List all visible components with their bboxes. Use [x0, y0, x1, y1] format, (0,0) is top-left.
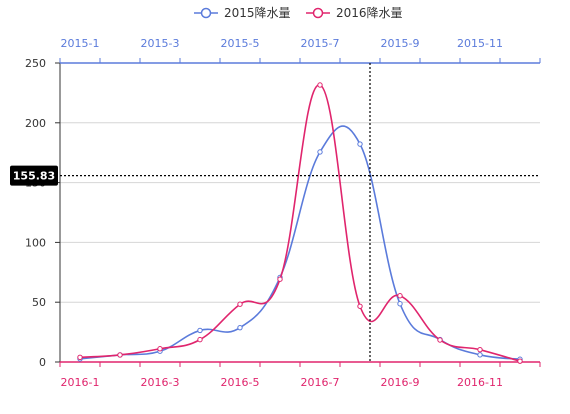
data-point — [397, 301, 403, 307]
legend-marker-icon — [312, 7, 324, 19]
y-tick-label: 50 — [32, 296, 46, 309]
x-bottom-tick-label: 2016-5 — [221, 376, 260, 389]
series-line-2 — [79, 84, 521, 362]
x-bottom-tick-label: 2016-9 — [381, 376, 420, 389]
x-top-tick-label: 2015-7 — [301, 37, 340, 50]
data-point — [237, 301, 243, 307]
data-point — [237, 324, 243, 331]
x-bottom-tick-label: 2016-3 — [141, 376, 180, 389]
data-point — [477, 352, 483, 358]
legend-label: 2016降水量 — [336, 6, 403, 20]
x-bottom-tick-label: 2016-11 — [457, 376, 503, 389]
y-tick-label: 250 — [25, 57, 46, 70]
x-bottom-tick-label: 2016-7 — [301, 376, 340, 389]
x-top-tick-label: 2015-9 — [381, 37, 420, 50]
grid-lines — [60, 62, 540, 303]
x-top-tick-label: 2015-5 — [221, 37, 260, 50]
data-point — [117, 352, 123, 358]
x-top-tick-label: 2015-11 — [457, 37, 503, 50]
series-lines — [77, 82, 523, 364]
legend: 2015降水量 2016降水量 — [194, 6, 403, 20]
legend-label: 2015降水量 — [224, 6, 291, 20]
pointer-value-label: 155.83 — [13, 170, 55, 183]
data-point — [437, 337, 443, 343]
x-top-tick-label: 2015-3 — [141, 37, 180, 50]
data-point — [157, 346, 163, 352]
y-tick-label: 0 — [39, 356, 46, 369]
axes: 0501001502002502015-12015-32015-52015-72… — [25, 37, 541, 389]
pointer-value-badge — [10, 165, 58, 186]
data-point — [517, 358, 523, 364]
data-point — [397, 293, 403, 299]
x-top-tick-label: 2015-1 — [61, 37, 100, 50]
data-point — [197, 327, 203, 334]
data-point — [277, 276, 283, 282]
data-point — [477, 346, 483, 353]
axis-pointer: 155.83 — [10, 63, 540, 362]
y-tick-label: 200 — [25, 117, 46, 130]
data-point — [317, 149, 323, 155]
data-point — [77, 354, 83, 361]
data-point — [357, 141, 363, 147]
data-point — [357, 303, 363, 309]
y-tick-label: 100 — [25, 236, 46, 249]
legend-marker-icon — [200, 7, 212, 19]
data-point — [197, 336, 203, 343]
data-point — [317, 82, 323, 88]
x-bottom-tick-label: 2016-1 — [61, 376, 100, 389]
